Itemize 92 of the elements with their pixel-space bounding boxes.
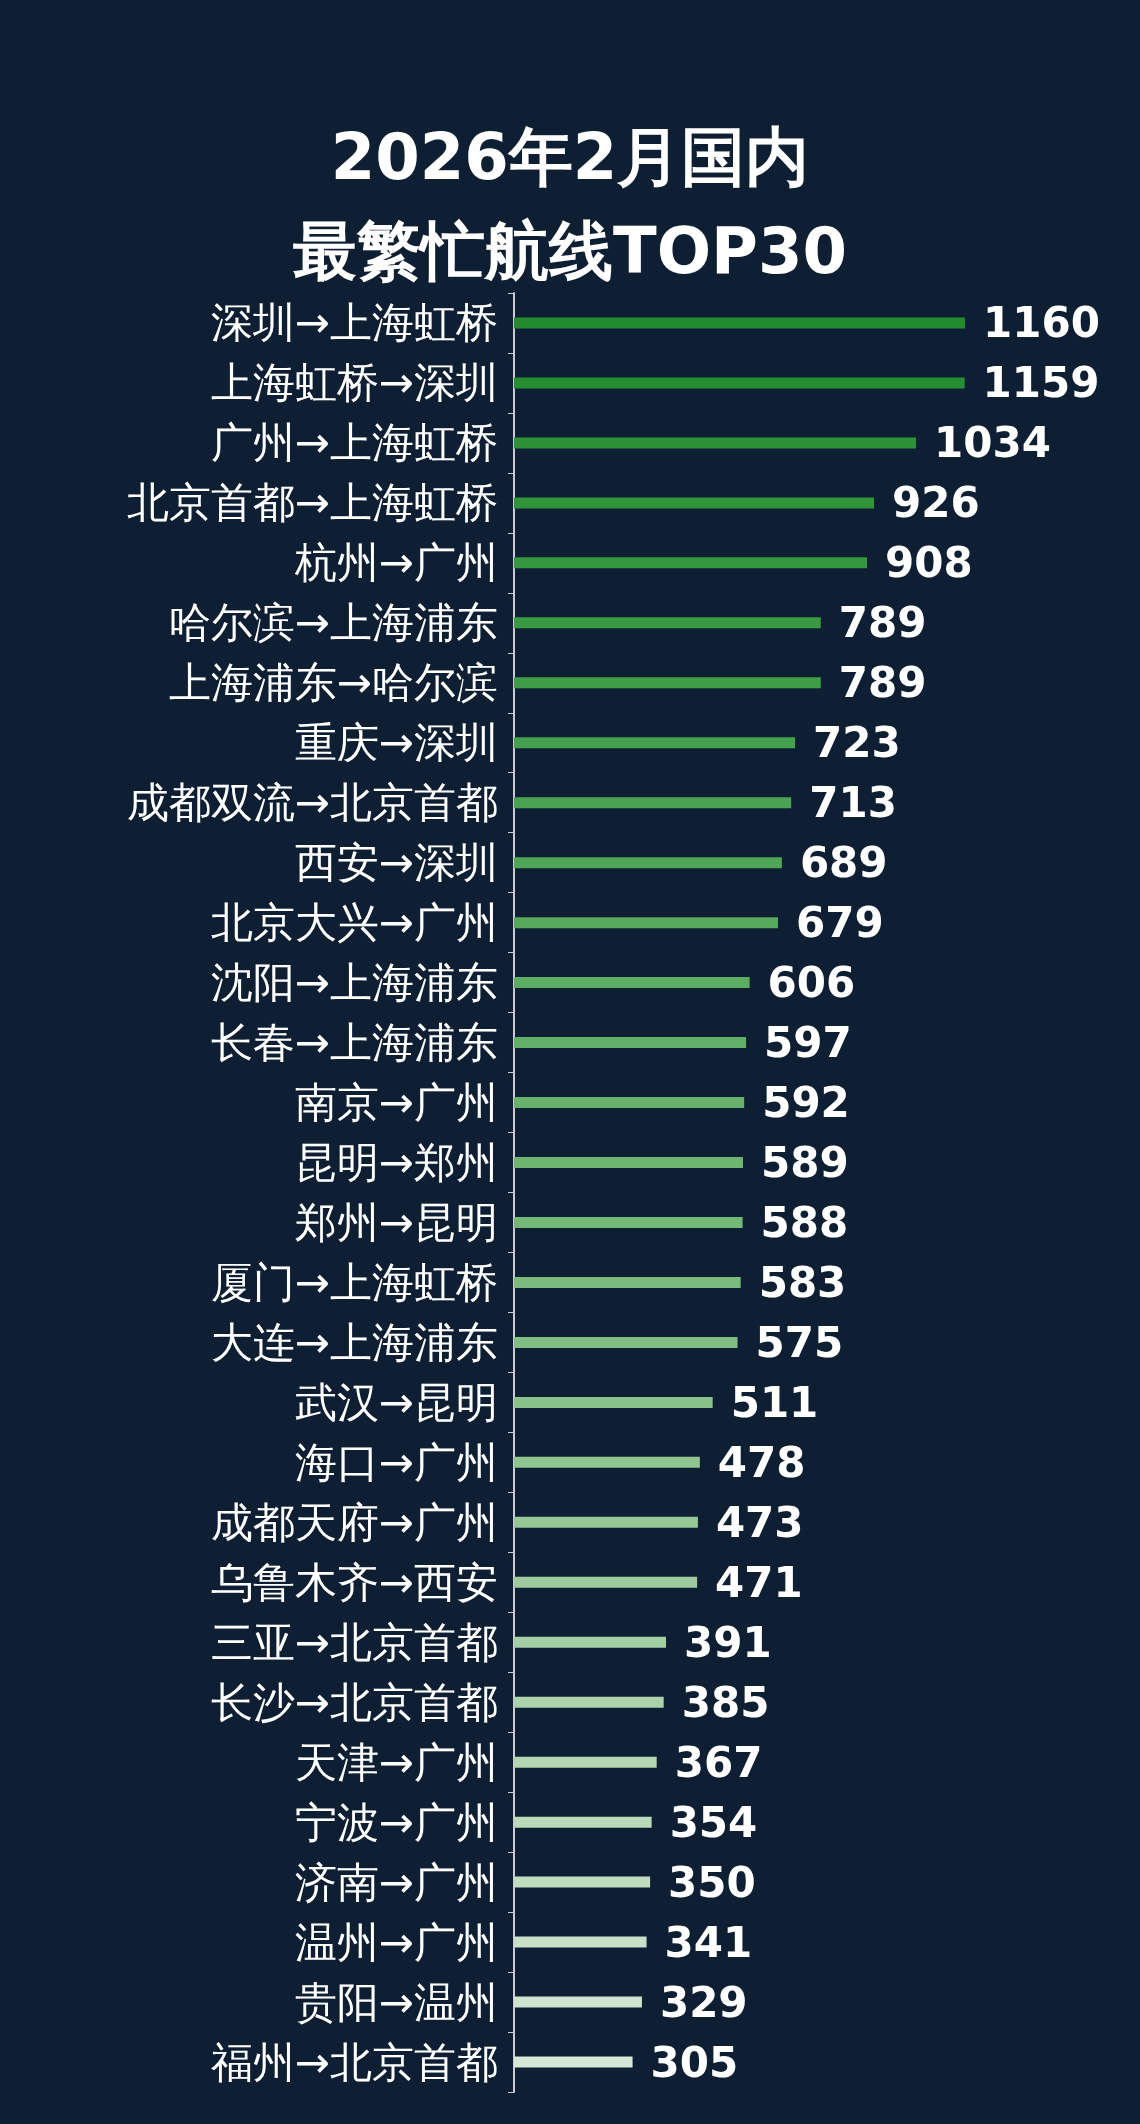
y-tick-label: 沈阳→上海浦东 xyxy=(210,958,498,1008)
bar xyxy=(514,1576,698,1588)
y-tick-label: 温州→广州 xyxy=(294,1917,498,1967)
y-tick-label: 昆明→郑州 xyxy=(294,1138,498,1188)
bar xyxy=(514,977,750,989)
bar xyxy=(514,917,778,929)
y-tick-label: 郑州→昆明 xyxy=(294,1197,498,1247)
data-label: 588 xyxy=(760,1197,849,1247)
bar xyxy=(514,1756,657,1768)
y-tick-label: 长春→上海浦东 xyxy=(210,1018,498,1068)
data-label: 391 xyxy=(684,1617,772,1667)
bar xyxy=(514,1097,745,1109)
data-label: 367 xyxy=(674,1737,763,1787)
data-label: 597 xyxy=(764,1018,852,1068)
bar xyxy=(514,1396,713,1408)
y-tick-label: 大连→上海浦东 xyxy=(210,1317,498,1367)
data-label: 575 xyxy=(755,1317,844,1367)
y-tick-label: 厦门→上海虹桥 xyxy=(210,1257,498,1307)
y-tick-label: 武汉→昆明 xyxy=(294,1377,498,1427)
y-tick-label: 杭州→广州 xyxy=(293,538,498,588)
y-tick-label: 重庆→深圳 xyxy=(294,718,498,768)
chart-subtitle: 最繁忙航线TOP30 xyxy=(292,214,848,288)
data-label: 350 xyxy=(668,1857,756,1907)
bar xyxy=(514,377,965,389)
y-tick-label: 西安→深圳 xyxy=(294,838,498,888)
bar xyxy=(514,2056,633,2068)
y-tick-label: 成都双流→北京首都 xyxy=(126,778,498,828)
y-tick-label: 北京大兴→广州 xyxy=(210,898,498,948)
bar xyxy=(514,1816,652,1828)
bar xyxy=(514,1456,700,1468)
y-tick-label: 贵阳→温州 xyxy=(294,1977,498,2027)
bar xyxy=(514,1157,743,1169)
data-label: 689 xyxy=(799,838,888,888)
data-label: 679 xyxy=(795,898,884,948)
data-label: 511 xyxy=(730,1377,819,1427)
data-label: 341 xyxy=(664,1917,753,1967)
bar xyxy=(514,797,792,809)
bar xyxy=(514,557,868,569)
data-label: 1034 xyxy=(934,418,1051,468)
bar xyxy=(514,737,796,749)
bar xyxy=(514,317,965,329)
chart-title: 2026年2月国内 xyxy=(330,120,810,194)
bar xyxy=(514,1276,741,1288)
bar xyxy=(514,437,917,449)
data-label: 589 xyxy=(761,1138,849,1188)
bar xyxy=(514,1996,642,2008)
y-tick-label: 三亚→北京首都 xyxy=(210,1617,498,1667)
data-label: 606 xyxy=(767,958,856,1008)
bar xyxy=(514,1876,651,1888)
y-tick-label: 海口→广州 xyxy=(294,1437,498,1487)
data-label: 354 xyxy=(669,1797,758,1847)
data-label: 926 xyxy=(892,478,980,528)
data-label: 478 xyxy=(717,1437,806,1487)
y-tick-label: 南京→广州 xyxy=(294,1078,498,1128)
bar xyxy=(514,617,821,629)
y-tick-label: 成都天府→广州 xyxy=(210,1497,498,1547)
data-label: 583 xyxy=(758,1257,847,1307)
bar xyxy=(514,1216,743,1228)
bar xyxy=(514,857,782,869)
data-label: 385 xyxy=(681,1677,770,1727)
y-tick-label: 北京首都→上海虹桥 xyxy=(126,478,498,528)
y-tick-label: 深圳→上海虹桥 xyxy=(210,298,498,348)
data-label: 789 xyxy=(838,658,927,708)
data-label: 908 xyxy=(885,538,973,588)
data-label: 473 xyxy=(715,1497,804,1547)
y-tick-label: 上海虹桥→深圳 xyxy=(210,358,498,408)
data-label: 1160 xyxy=(983,298,1100,348)
y-tick-label: 宁波→广州 xyxy=(294,1797,498,1847)
bar xyxy=(514,1336,738,1348)
data-label: 723 xyxy=(813,718,901,768)
y-tick-label: 天津→广州 xyxy=(294,1737,498,1787)
y-tick-label: 乌鲁木齐→西安 xyxy=(210,1557,498,1607)
bar xyxy=(514,677,821,689)
y-tick-label: 济南→广州 xyxy=(294,1857,498,1907)
bar xyxy=(514,497,875,509)
data-label: 1159 xyxy=(982,358,1100,408)
bar xyxy=(514,1696,664,1708)
data-label: 329 xyxy=(659,1977,748,2027)
data-label: 592 xyxy=(762,1078,850,1128)
bar xyxy=(514,1516,698,1528)
data-label: 789 xyxy=(838,598,927,648)
y-tick-label: 长沙→北京首都 xyxy=(210,1677,498,1727)
data-label: 305 xyxy=(650,2037,739,2087)
bar xyxy=(514,1936,647,1948)
y-tick-label: 哈尔滨→上海浦东 xyxy=(168,598,498,648)
y-tick-label: 上海浦东→哈尔滨 xyxy=(168,658,498,708)
data-label: 713 xyxy=(809,778,897,828)
data-label: 471 xyxy=(715,1557,803,1607)
y-tick-label: 广州→上海虹桥 xyxy=(210,418,498,468)
y-tick-label: 福州→北京首都 xyxy=(210,2037,498,2087)
bar xyxy=(514,1037,747,1049)
bar xyxy=(514,1636,667,1648)
